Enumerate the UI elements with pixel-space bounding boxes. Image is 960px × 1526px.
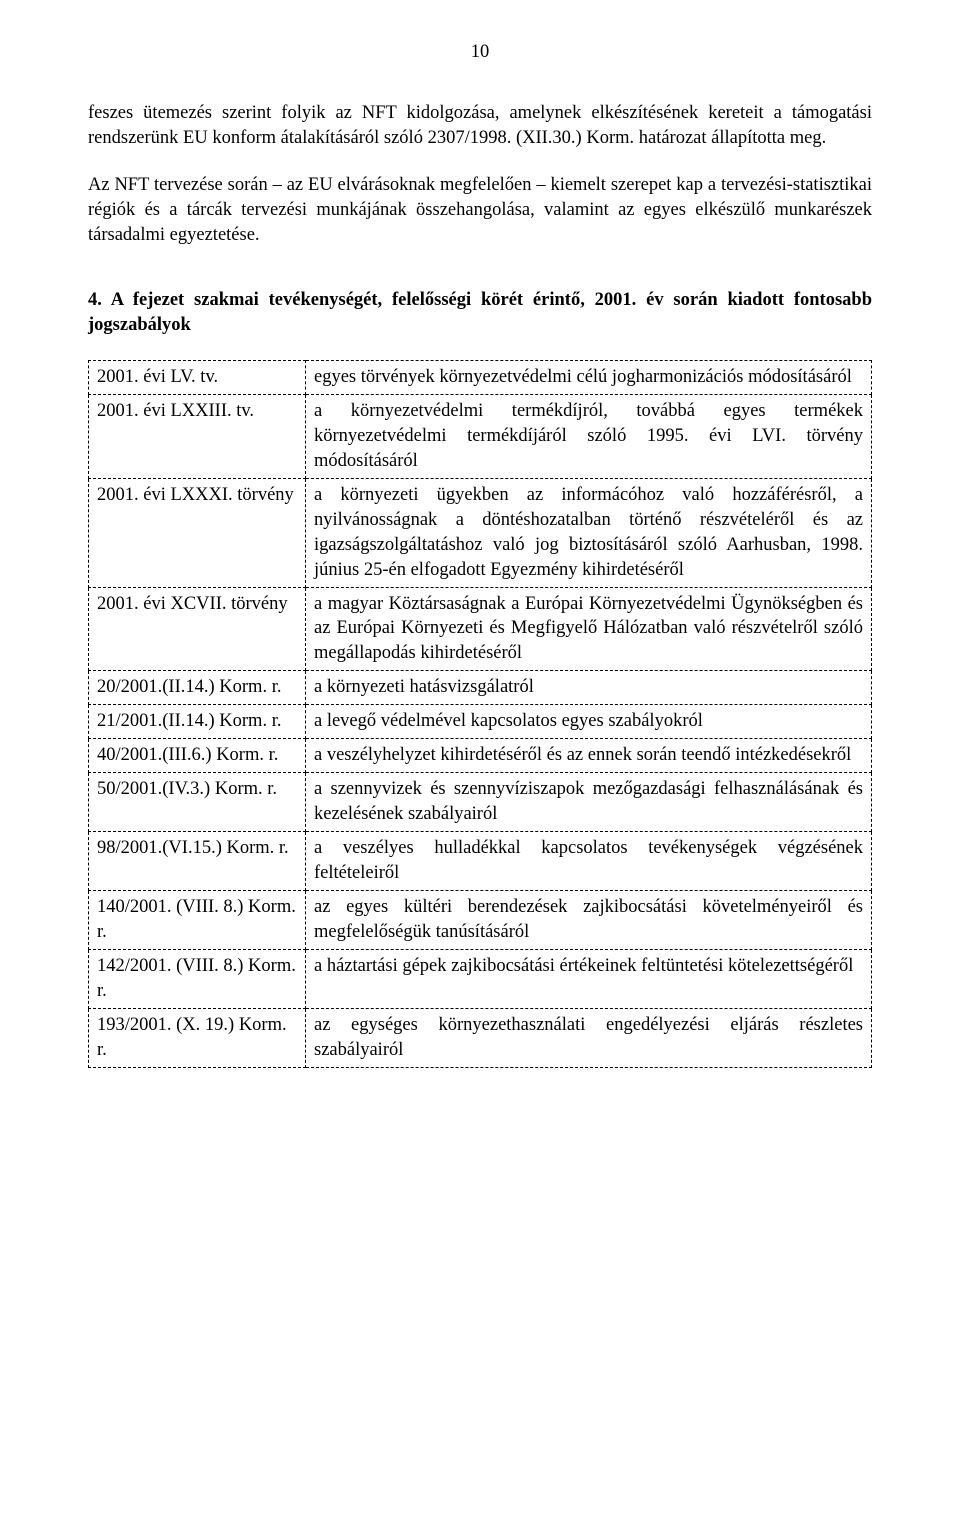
table-row: 140/2001. (VIII. 8.) Korm. r.az egyes kü… <box>89 891 872 950</box>
legislation-desc: a veszélyes hulladékkal kapcsolatos tevé… <box>306 832 872 891</box>
legislation-ref: 142/2001. (VIII. 8.) Korm. r. <box>89 950 306 1009</box>
legislation-desc: a környezeti ügyekben az informácóhoz va… <box>306 478 872 587</box>
legislation-desc: a szennyvizek és szennyvíziszapok mezőga… <box>306 773 872 832</box>
table-row: 98/2001.(VI.15.) Korm. r.a veszélyes hul… <box>89 832 872 891</box>
page-number: 10 <box>88 40 872 65</box>
legislation-desc: az egyes kültéri berendezések zajkibocsá… <box>306 891 872 950</box>
table-row: 2001. évi LV. tv.egyes törvények környez… <box>89 360 872 394</box>
legislation-ref: 40/2001.(III.6.) Korm. r. <box>89 739 306 773</box>
paragraph-2: Az NFT tervezése során – az EU elvárások… <box>88 173 872 248</box>
legislation-desc: a magyar Köztársaságnak a Európai Környe… <box>306 587 872 671</box>
table-row: 2001. évi LXXXI. törvénya környezeti ügy… <box>89 478 872 587</box>
document-page: 10 feszes ütemezés szerint folyik az NFT… <box>0 0 960 1128</box>
table-row: 50/2001.(IV.3.) Korm. r.a szennyvizek és… <box>89 773 872 832</box>
legislation-desc: az egységes környezethasználati engedély… <box>306 1009 872 1068</box>
legislation-ref: 21/2001.(II.14.) Korm. r. <box>89 705 306 739</box>
table-row: 142/2001. (VIII. 8.) Korm. r.a háztartás… <box>89 950 872 1009</box>
legislation-desc: a háztartási gépek zajkibocsátási értéke… <box>306 950 872 1009</box>
table-row: 193/2001. (X. 19.) Korm. r.az egységes k… <box>89 1009 872 1068</box>
legislation-desc: a veszélyhelyzet kihirdetéséről és az en… <box>306 739 872 773</box>
legislation-table: 2001. évi LV. tv.egyes törvények környez… <box>88 360 872 1068</box>
legislation-ref: 2001. évi LV. tv. <box>89 360 306 394</box>
table-row: 20/2001.(II.14.) Korm. r.a környezeti ha… <box>89 671 872 705</box>
table-row: 21/2001.(II.14.) Korm. r.a levegő védelm… <box>89 705 872 739</box>
table-row: 2001. évi LXXIII. tv.a környezetvédelmi … <box>89 394 872 478</box>
legislation-desc: a levegő védelmével kapcsolatos egyes sz… <box>306 705 872 739</box>
legislation-ref: 98/2001.(VI.15.) Korm. r. <box>89 832 306 891</box>
section-heading: 4. A fejezet szakmai tevékenységét, fele… <box>88 288 872 338</box>
legislation-desc: egyes törvények környezetvédelmi célú jo… <box>306 360 872 394</box>
legislation-ref: 2001. évi LXXXI. törvény <box>89 478 306 587</box>
legislation-ref: 193/2001. (X. 19.) Korm. r. <box>89 1009 306 1068</box>
legislation-desc: a környezeti hatásvizsgálatról <box>306 671 872 705</box>
table-row: 40/2001.(III.6.) Korm. r.a veszélyhelyze… <box>89 739 872 773</box>
legislation-ref: 2001. évi LXXIII. tv. <box>89 394 306 478</box>
legislation-ref: 50/2001.(IV.3.) Korm. r. <box>89 773 306 832</box>
legislation-desc: a környezetvédelmi termékdíjról, továbbá… <box>306 394 872 478</box>
paragraph-1: feszes ütemezés szerint folyik az NFT ki… <box>88 101 872 151</box>
table-row: 2001. évi XCVII. törvénya magyar Köztárs… <box>89 587 872 671</box>
legislation-ref: 20/2001.(II.14.) Korm. r. <box>89 671 306 705</box>
legislation-ref: 140/2001. (VIII. 8.) Korm. r. <box>89 891 306 950</box>
legislation-ref: 2001. évi XCVII. törvény <box>89 587 306 671</box>
